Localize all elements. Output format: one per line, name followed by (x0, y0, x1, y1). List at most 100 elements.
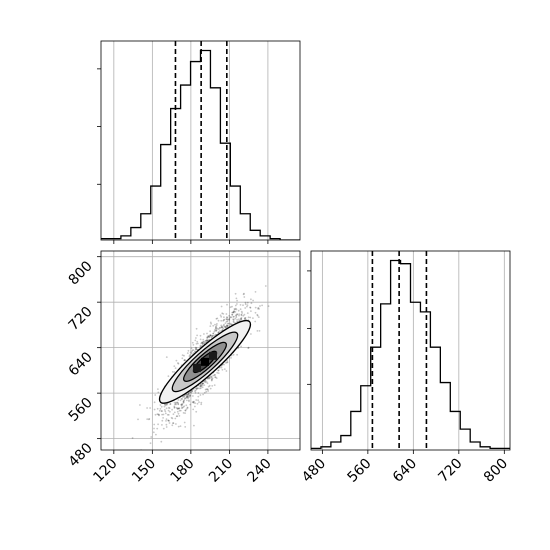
scatter-point (214, 333, 217, 336)
scatter-point (186, 395, 188, 398)
scatter-point (196, 402, 199, 405)
scatter-point (203, 333, 205, 335)
scatter-point (153, 423, 156, 426)
scatter-point (226, 318, 228, 321)
scatter-point (187, 393, 189, 396)
scatter-point (181, 354, 184, 356)
scatter-point (249, 316, 252, 319)
scatter-point (208, 377, 211, 380)
scatter-point (240, 316, 243, 319)
scatter-point (234, 311, 237, 313)
scatter-point (223, 325, 226, 328)
scatter-point (176, 415, 179, 418)
scatter-point (187, 396, 190, 399)
scatter-point (181, 404, 184, 406)
scatter-point (173, 411, 176, 414)
scatter-point (188, 355, 191, 358)
scatter-point (183, 421, 186, 424)
scatter-point (226, 325, 229, 327)
scatter-point (154, 413, 157, 416)
scatter-point (180, 403, 183, 406)
scatter-point (207, 335, 210, 338)
x-histogram-grid (113, 41, 269, 240)
scatter-point (234, 292, 237, 295)
y-histogram-panel: 480 560 640 720 800 (299, 250, 511, 486)
scatter-point (191, 349, 194, 352)
scatter-point (167, 409, 170, 412)
scatter-point (233, 311, 235, 314)
scatter-point (163, 409, 166, 411)
scatter-point (152, 431, 155, 434)
scatter-point (210, 334, 212, 337)
scatter-point (197, 399, 200, 402)
scatter-point (226, 318, 229, 321)
scatter-point (187, 397, 189, 400)
scatter-point (235, 308, 238, 311)
scatter-point (209, 334, 212, 336)
scatter-point (184, 397, 187, 400)
scatter-point (192, 395, 194, 397)
scatter-point (236, 320, 239, 323)
scatter-point (180, 403, 183, 406)
scatter-point (183, 395, 186, 398)
scatter-point (181, 357, 184, 360)
scatter-point (205, 388, 208, 390)
scatter-point (210, 379, 213, 382)
scatter-point (231, 311, 234, 314)
scatter-point (246, 304, 249, 306)
scatter-point (226, 325, 229, 328)
scatter-point (206, 337, 209, 339)
scatter-point (237, 309, 240, 312)
scatter-point (244, 303, 247, 306)
scatter-point (219, 327, 221, 329)
scatter-point (156, 407, 159, 410)
scatter-point (247, 346, 250, 349)
scatter-point (182, 406, 185, 408)
scatter-point (184, 426, 187, 428)
scatter-point (212, 332, 215, 335)
scatter-point (206, 336, 209, 338)
scatter-panel-frame (100, 250, 301, 451)
scatter-point (234, 304, 237, 307)
scatter-point (220, 326, 223, 329)
scatter-point (177, 412, 180, 415)
scatter-point (214, 373, 216, 376)
scatter-point (169, 403, 172, 405)
scatter-point (228, 317, 231, 320)
x-histogram-bars (101, 49, 300, 240)
scatter-point (191, 390, 194, 393)
scatter-point (194, 339, 197, 342)
scatter-point (203, 380, 206, 383)
scatter-point (220, 366, 223, 369)
scatter-point (215, 327, 218, 329)
scatter-point (181, 407, 184, 409)
scatter-point (149, 407, 152, 409)
scatter-point (190, 391, 193, 394)
scatter-point (161, 413, 164, 416)
scatter-panel: 120 150 180 210 240 480 560 640 720 800 (66, 250, 301, 486)
scatter-point (183, 399, 186, 401)
scatter-point (243, 317, 246, 320)
scatter-point (247, 347, 250, 349)
scatter-point (165, 420, 167, 422)
scatter-point (176, 410, 179, 413)
scatter-point (224, 362, 227, 364)
scatter-point (197, 387, 200, 390)
scatter-point (226, 320, 229, 322)
scatter-point (171, 408, 174, 411)
scatter-point (214, 376, 217, 379)
scatter-point (153, 427, 155, 430)
scatter-point (254, 311, 257, 314)
scatter-point (185, 393, 188, 396)
scatter-point (205, 339, 208, 342)
scatter-point (192, 408, 195, 411)
scatter-point (208, 335, 211, 338)
scatter-point (166, 413, 169, 416)
scatter-point (176, 408, 179, 410)
scatter-point (190, 352, 193, 354)
scatter-point (223, 316, 225, 319)
tick-label: 560 (344, 456, 374, 486)
scatter-point (194, 348, 197, 350)
scatter-point (236, 353, 239, 356)
scatter-point (182, 396, 185, 398)
